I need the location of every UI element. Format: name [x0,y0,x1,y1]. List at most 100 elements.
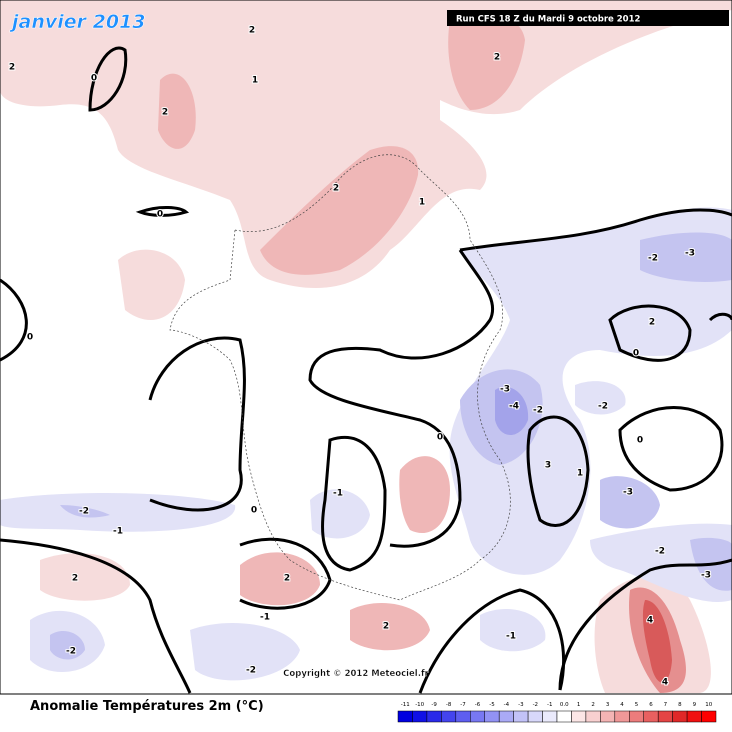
contour-label: 0 [637,436,643,446]
scale-label: 6 [649,702,653,708]
scale-label: 10 [705,702,712,708]
contour-line [135,206,190,217]
contour-line [418,588,566,694]
run-label: Run CFS 18 Z du Mardi 9 octobre 2012 [456,15,640,25]
cold-area [480,609,546,652]
contour-label: 0 [251,506,257,516]
scale-label: -2 [533,702,538,708]
contour-label: -1 [260,613,270,623]
contour-label: 0 [157,210,163,220]
scale-swatch [629,710,644,723]
contour-label: 1 [577,469,583,479]
scale-swatch [571,710,587,723]
scale-swatch [397,710,413,723]
scale-label: -6 [475,702,481,708]
contour-label: 1 [419,198,425,208]
contour-line [618,406,724,492]
scale-swatch [498,710,514,723]
warm-area [350,602,430,651]
contour-label: 2 [284,574,290,584]
contour-label: 2 [649,318,655,328]
warm-area [642,600,672,683]
scale-swatch [412,710,428,723]
scale-swatch [600,710,616,723]
contour-label: -2 [79,507,89,517]
scale-swatch [484,710,500,723]
contour-line [0,538,192,694]
scale-label: -5 [489,702,495,708]
map-frame [0,0,732,695]
contour-line [459,208,732,252]
scale-label: -8 [446,702,452,708]
contour-label: -2 [655,547,665,557]
contour-label: 2 [494,53,500,63]
contour-label: -3 [500,385,510,395]
contour-label: 0 [91,74,97,84]
contour-label: -1 [113,527,123,537]
map-title: janvier 2013 [9,11,146,33]
contour-label: -2 [246,666,256,676]
cold-area [50,630,85,660]
color-scale: -11 -10 -9 -8 -7 -6 -5 -4 -3 -2 -1 0.0 1 2 3 4 5 6 7 8 9 10 [397,702,717,723]
contour-line [308,249,495,548]
contour-label: 2 [162,108,168,118]
warm-area [240,552,320,606]
scale-label: -11 [401,702,410,708]
warm-area [448,14,525,110]
contour-labels: 2 2 0 2 1 0 2 1 2 -2 -3 2 0 -3 -4 -2 -2 3 1 -3 0 -1 -2 -1 2 2 -1 2 -… [8,25,712,689]
contour-label: -1 [333,489,343,499]
contour-label: 2 [9,63,15,73]
cold-area [600,476,660,529]
scale-swatch [542,710,558,723]
warm-area [260,146,419,275]
scale-label: -3 [518,702,524,708]
warm-area [158,73,196,149]
contour-label: 2 [249,26,255,36]
contour-label: -2 [648,254,658,264]
scale-swatch [701,710,717,723]
scale-swatch [585,710,601,723]
scale-label: 5 [635,702,639,708]
contour-label: -2 [598,402,608,412]
contour-label: -4 [509,402,519,412]
cold-area [449,207,732,575]
scale-swatch [513,710,529,723]
scale-swatch [470,710,485,723]
contour-label: 2 [72,574,78,584]
scale-label: -4 [504,702,510,708]
cold-area [0,493,236,532]
scale-label: 4 [620,702,624,708]
contour-label: 1 [252,76,258,86]
warm-area [118,249,185,320]
contour-label: 0 [633,349,639,359]
contour-line [558,558,732,691]
contour-label: 4 [647,616,653,626]
cold-area [495,386,529,435]
contour-label: 2 [383,622,389,632]
scale-label: 9 [693,702,697,708]
contour-label: -2 [66,647,76,657]
scale-swatch [686,710,702,723]
scale-swatch [527,710,543,723]
contour-line [608,304,692,362]
cold-area [575,381,626,415]
contour-label: 3 [545,461,551,471]
scale-swatch [441,710,457,723]
contour-line [0,278,28,362]
copyright: Copyright © 2012 Meteociel.fr [283,669,429,679]
contour-label: -3 [685,249,695,259]
contour-label: 2 [333,184,339,194]
contour-label: -2 [533,406,543,416]
scale-label: -1 [547,702,552,708]
contour-label: 0 [437,433,443,443]
scale-label: 3 [606,702,610,708]
scale-swatch [426,710,442,723]
contour-label: -3 [623,488,633,498]
scale-label: 7 [664,702,668,708]
scale-label: 2 [591,702,595,708]
cold-area [640,232,732,282]
scale-swatch [672,710,688,723]
scale-label: 1 [577,702,581,708]
